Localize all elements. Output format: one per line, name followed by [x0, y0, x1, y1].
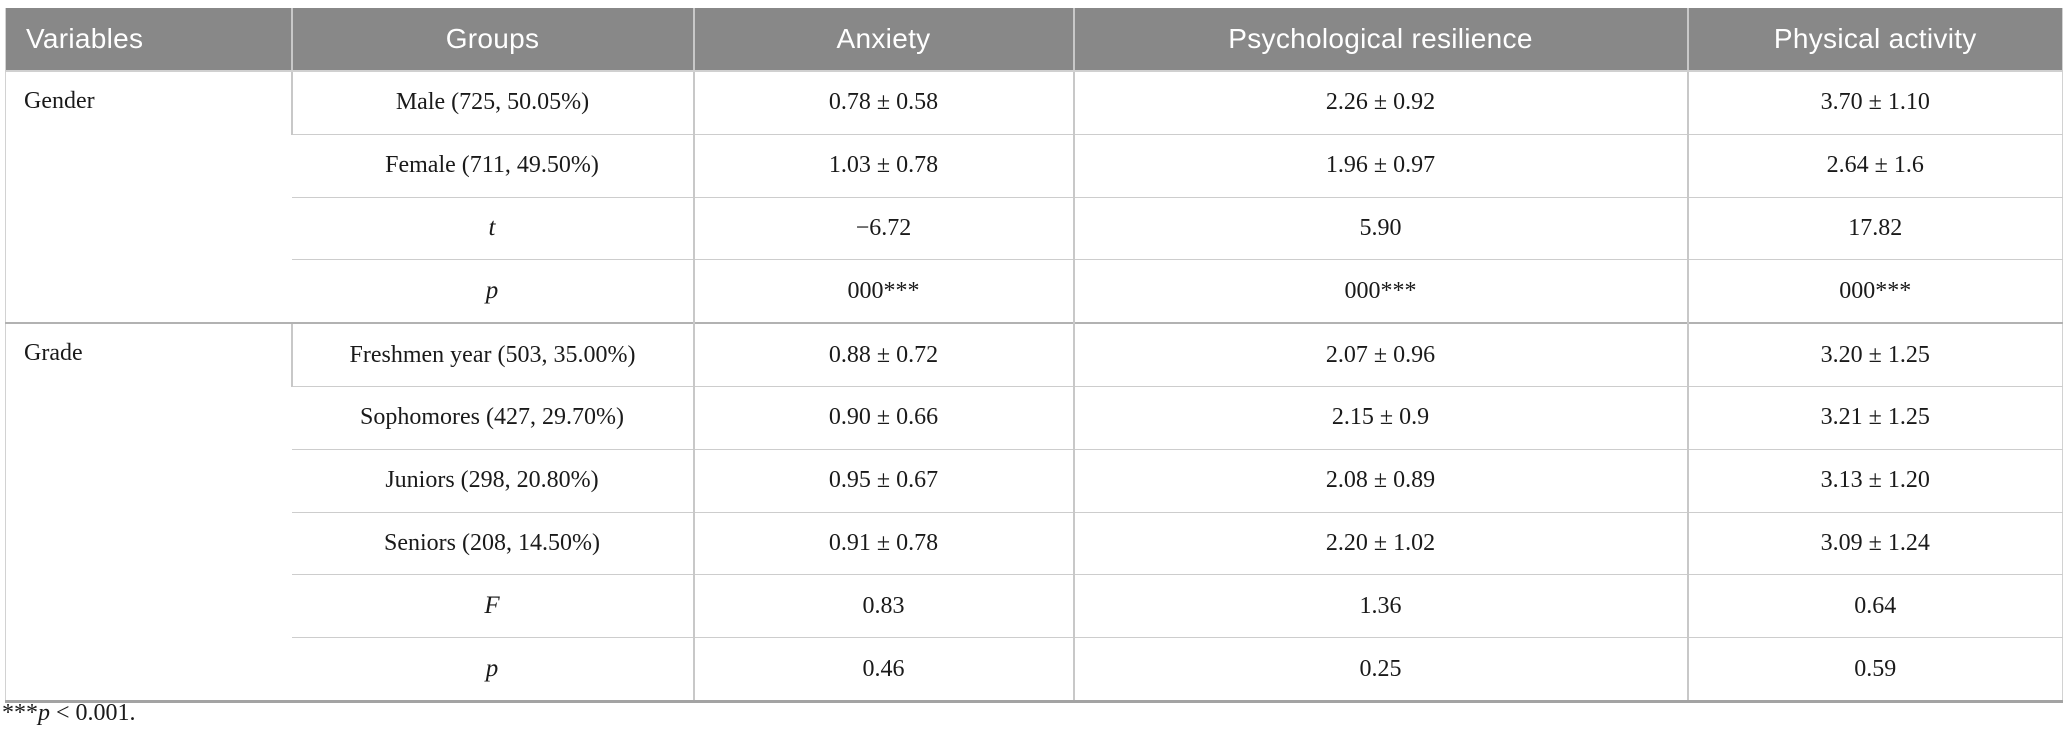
- table-row-male: Gender Male (725, 50.05%) 0.78 ± 0.58 2.…: [5, 71, 2063, 324]
- group-cell: Seniors (208, 14.50%): [291, 511, 694, 575]
- value-cell: 17.82: [1686, 196, 2063, 260]
- value-cell: 000***: [1072, 259, 1688, 324]
- value-cell: 2.15 ± 0.9: [1072, 385, 1688, 450]
- group-cell-p: p: [291, 259, 694, 324]
- value-cell: 3.21 ± 1.25: [1686, 385, 2063, 450]
- value-cell: 3.70 ± 1.10: [1686, 71, 2063, 135]
- table-row-t-statistic: t −6.72 5.90 17.82: [6, 196, 2063, 260]
- group-cell-p: p: [291, 637, 694, 702]
- variable-cell-gender: Gender: [5, 71, 292, 324]
- value-cell: 0.64: [1686, 574, 2063, 638]
- value-cell: 0.46: [692, 637, 1074, 702]
- table-body: Gender Male (725, 50.05%) 0.78 ± 0.58 2.…: [5, 71, 2063, 702]
- descriptive-statistics-table: Variables Groups Anxiety Psychological r…: [5, 8, 2063, 703]
- value-cell: 3.09 ± 1.24: [1686, 511, 2063, 575]
- table-row-p-value-grade: p 0.46 0.25 0.59: [6, 637, 2063, 702]
- group-cell: Male (725, 50.05%): [290, 71, 694, 135]
- value-cell: 0.90 ± 0.66: [692, 385, 1074, 450]
- table-row-seniors: Seniors (208, 14.50%) 0.91 ± 0.78 2.20 ±…: [6, 511, 2063, 575]
- value-cell: 1.96 ± 0.97: [1072, 133, 1688, 198]
- group-cell: Female (711, 49.50%): [291, 133, 694, 198]
- column-header-variables: Variables: [5, 8, 292, 72]
- value-cell: 0.59: [1686, 637, 2063, 702]
- table-row-sophomores: Sophomores (427, 29.70%) 0.90 ± 0.66 2.1…: [6, 385, 2063, 450]
- footnote-threshold-text: < 0.001.: [50, 700, 136, 726]
- header-row: Variables Groups Anxiety Psychological r…: [5, 8, 2063, 72]
- value-cell: 2.26 ± 0.92: [1072, 71, 1688, 135]
- column-header-psychological-resilience: Psychological resilience: [1072, 8, 1688, 72]
- value-cell: 1.03 ± 0.78: [692, 133, 1074, 198]
- table-row-female: Female (711, 49.50%) 1.03 ± 0.78 1.96 ± …: [6, 133, 2063, 198]
- value-cell: 2.20 ± 1.02: [1072, 511, 1688, 575]
- value-cell: −6.72: [692, 196, 1074, 260]
- value-cell: 1.36: [1072, 574, 1688, 638]
- table-row-juniors: Juniors (298, 20.80%) 0.95 ± 0.67 2.08 ±…: [6, 448, 2063, 513]
- value-cell: 0.95 ± 0.67: [692, 448, 1074, 513]
- value-cell: 0.78 ± 0.58: [692, 71, 1074, 135]
- table-footnote: ***p < 0.001.: [2, 700, 136, 727]
- table-header: Variables Groups Anxiety Psychological r…: [5, 8, 2063, 72]
- footnote-p-symbol: p: [38, 700, 50, 726]
- value-cell: 2.64 ± 1.6: [1686, 133, 2063, 198]
- variable-cell-grade: Grade: [5, 322, 292, 702]
- value-cell: 000***: [1686, 259, 2063, 324]
- group-cell-t: t: [291, 196, 694, 260]
- value-cell: 0.88 ± 0.72: [692, 322, 1074, 387]
- group-cell: Freshmen year (503, 35.00%): [290, 322, 694, 387]
- table-row-freshmen: Grade Freshmen year (503, 35.00%) 0.88 ±…: [5, 322, 2063, 702]
- value-cell: 2.07 ± 0.96: [1072, 322, 1688, 387]
- value-cell: 0.83: [692, 574, 1074, 638]
- value-cell: 2.08 ± 0.89: [1072, 448, 1688, 513]
- column-header-physical-activity: Physical activity: [1686, 8, 2063, 72]
- value-cell: 0.91 ± 0.78: [692, 511, 1074, 575]
- group-cell: Sophomores (427, 29.70%): [291, 385, 694, 450]
- column-header-groups: Groups: [290, 8, 694, 72]
- table-row-p-value-gender: p 000*** 000*** 000***: [6, 259, 2063, 324]
- group-cell-f: F: [291, 574, 694, 638]
- group-cell: Juniors (298, 20.80%): [291, 448, 694, 513]
- value-cell: 3.13 ± 1.20: [1686, 448, 2063, 513]
- value-cell: 5.90: [1072, 196, 1688, 260]
- footnote-significance-stars: ***: [2, 700, 38, 726]
- table-row-f-statistic: F 0.83 1.36 0.64: [6, 574, 2063, 638]
- value-cell: 3.20 ± 1.25: [1686, 322, 2063, 387]
- value-cell: 000***: [692, 259, 1074, 324]
- column-header-anxiety: Anxiety: [692, 8, 1074, 72]
- value-cell: 0.25: [1072, 637, 1688, 702]
